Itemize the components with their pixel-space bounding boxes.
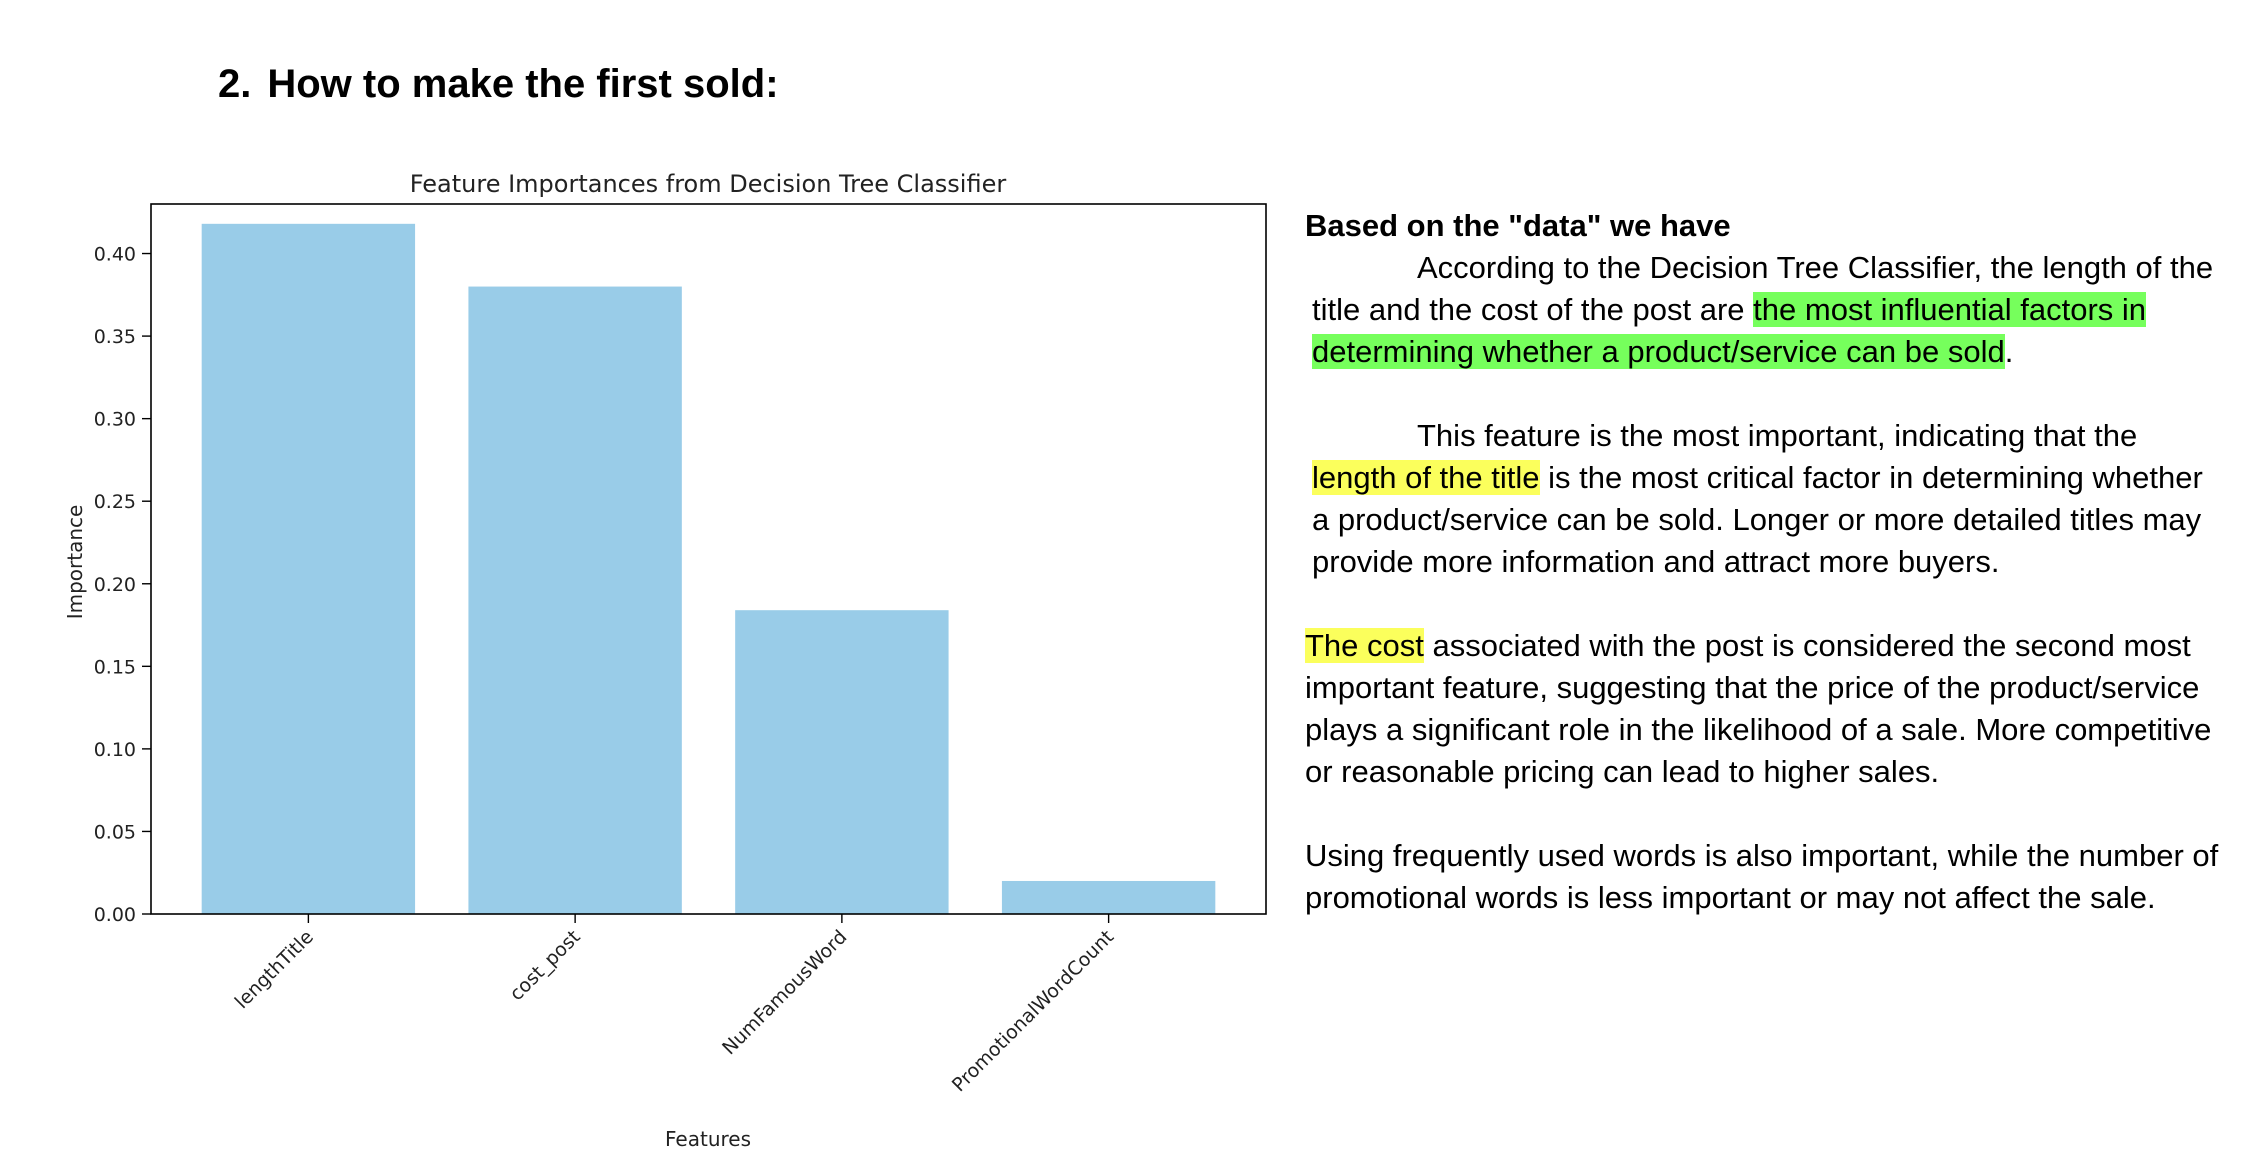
chart-title: Feature Importances from Decision Tree C… [410,170,1007,198]
explanation-panel: Based on the "data" we have According to… [1305,205,2225,919]
bar-cost_post [468,286,682,915]
section-heading: 2. How to make the first sold: [218,62,779,107]
paragraph-3-rest: associated with the post is considered t… [1305,628,2212,789]
y-tick-label: 0.20 [94,574,136,596]
x-tick-label: cost_post [505,926,584,1005]
y-tick-label: 0.10 [94,739,136,761]
x-tick-label: NumFamousWord [718,926,851,1059]
x-axis-label: Features [665,1127,751,1151]
bars [201,223,1216,915]
paragraph-3: The cost associated with the post is con… [1305,625,2225,793]
paragraph-2: This feature is the most important, indi… [1305,415,2225,583]
explanation-lead: Based on the "data" we have [1305,208,1731,243]
y-tick-label: 0.40 [94,244,136,266]
y-tick-label: 0.35 [94,326,136,348]
chart-svg: Feature Importances from Decision Tree C… [63,170,1267,1151]
paragraph-2-text: This feature is the most important, indi… [1417,418,2138,453]
bar-PromotionalWordCount [1001,880,1216,914]
section-title: How to make the first sold: [267,62,779,106]
plot-frame [150,203,1267,915]
y-axis-label: Importance [63,505,87,620]
section-number: 2. [218,62,252,106]
y-axis: 0.00 0.05 0.10 0.15 0.20 0.25 0.30 0.35 0.40 [94,244,151,926]
y-tick-label: 0.05 [94,821,136,843]
y-tick-label: 0.15 [94,656,136,678]
paragraph-2-rest: is the most critical factor in determini… [1312,460,2203,579]
paragraph-1-text: According to the Decision Tree Classifie… [1312,250,2214,327]
x-tick-label: PromotionalWordCount [948,926,1118,1096]
paragraph-1: According to the Decision Tree Classifie… [1305,247,2225,373]
x-tick-label: lengthTitle [231,926,318,1013]
y-tick-label: 0.25 [94,491,136,513]
paragraph-1-end: . [2004,334,2014,369]
bar-lengthTitle [201,223,416,914]
y-tick-label: 0.30 [94,409,136,431]
paragraph-3-highlight: The cost [1305,628,1424,663]
bar-NumFamousWord [735,610,949,914]
paragraph-2-highlight: length of the title [1312,460,1540,495]
x-axis: lengthTitle cost_post NumFamousWord Promoti… [231,914,1118,1096]
y-tick-label: 0.00 [94,904,136,926]
feature-importance-chart: Feature Importances from Decision Tree C… [0,150,1290,1160]
paragraph-4: Using frequently used words is also impo… [1305,838,2219,915]
